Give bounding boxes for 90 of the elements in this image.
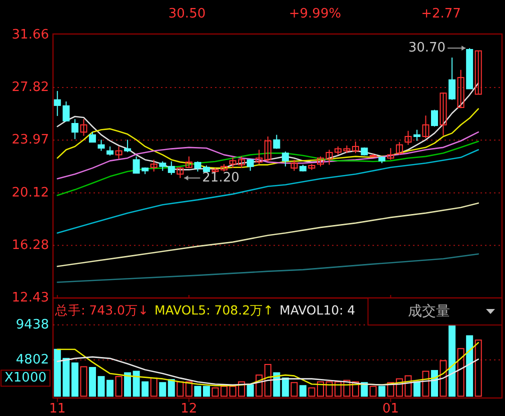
line-series: [56, 140, 479, 196]
bar: [202, 386, 210, 397]
x-tick-label: 11: [49, 402, 66, 416]
candlestick: [194, 160, 202, 172]
bar: [185, 381, 192, 397]
bar: [308, 387, 316, 397]
candlestick: [71, 118, 78, 140]
line-series: [56, 253, 479, 283]
candlestick: [98, 139, 105, 152]
candlestick: [387, 148, 394, 160]
text: +9.99%: [288, 6, 342, 22]
bar: [299, 385, 306, 397]
line-series: [56, 342, 479, 386]
candlestick: [246, 158, 254, 172]
y-tick-label: 16.28: [12, 238, 49, 253]
candlestick: [168, 160, 175, 176]
y-tick-label: 9438: [16, 317, 49, 332]
candlestick: [264, 136, 272, 162]
text: 30.50: [168, 6, 206, 22]
candlestick: [474, 50, 482, 95]
line-series: [56, 108, 479, 169]
annotation: 成交量: [408, 303, 450, 320]
text: 总手: 743.0万↓: [54, 302, 148, 318]
bar: [440, 360, 447, 397]
annotation: 30.70: [408, 40, 446, 56]
text: MAVOL10: 4: [280, 302, 356, 318]
bar: [176, 381, 184, 397]
bar: [220, 386, 228, 397]
candlestick: [273, 134, 280, 150]
bar: [150, 378, 158, 397]
bar: [282, 378, 289, 397]
candlestick: [404, 130, 412, 146]
text: MAVOL5: 708.2万↑: [154, 302, 274, 318]
y-tick-label: 4802: [16, 352, 49, 368]
bar: [448, 324, 456, 397]
candlestick: [440, 92, 447, 136]
bar: [246, 384, 254, 397]
y-tick-label: 12.43: [12, 290, 49, 306]
candlestick: [106, 146, 114, 156]
candlestick: [316, 156, 324, 167]
bar: [194, 386, 202, 397]
line-series: [56, 356, 479, 386]
y-tick-label: 27.82: [12, 80, 49, 96]
candlestick: [124, 139, 132, 153]
candlestick: [422, 115, 430, 139]
bar: [316, 381, 324, 397]
y-tick-label: 20.12: [12, 185, 49, 200]
bar: [106, 380, 114, 397]
bar: [159, 382, 166, 397]
bar: [256, 374, 263, 397]
bar: [124, 372, 132, 397]
candlestick: [290, 159, 298, 172]
bar: [80, 366, 88, 397]
candlestick: [457, 69, 464, 109]
bar: [387, 382, 394, 397]
bar: [115, 376, 122, 397]
line-series: [56, 202, 479, 268]
candlestick: [88, 132, 96, 143]
annotation: 21.20: [202, 170, 240, 186]
bar: [430, 370, 438, 397]
bar: [212, 387, 219, 397]
bar: [370, 386, 377, 397]
candlestick: [396, 142, 403, 156]
bar: [168, 379, 175, 397]
bar: [422, 370, 430, 397]
candlestick: [185, 156, 192, 169]
text: +2.77: [421, 6, 461, 22]
y-tick-label: 31.66: [12, 28, 49, 43]
bar: [474, 340, 482, 397]
candlestick: [159, 160, 166, 172]
y-tick-label: 23.97: [12, 132, 49, 148]
bar: [264, 364, 272, 397]
bar: [378, 386, 386, 397]
x-tick-label: 12: [180, 402, 198, 416]
bar: [290, 382, 298, 397]
bar: [413, 381, 420, 397]
x-tick-label: 01: [382, 402, 399, 416]
candlestick: [150, 159, 158, 172]
bar: [466, 335, 474, 397]
y-axis-title: X1000: [4, 370, 46, 386]
candlestick: [430, 109, 438, 127]
candlestick: [413, 129, 420, 142]
candlestick: [448, 57, 456, 100]
candlestick: [80, 118, 88, 136]
bar: [71, 362, 78, 397]
candlestick: [115, 146, 122, 160]
candlestick: [256, 149, 263, 165]
bar: [457, 348, 464, 397]
line-series: [56, 149, 479, 234]
candlestick: [282, 151, 289, 167]
